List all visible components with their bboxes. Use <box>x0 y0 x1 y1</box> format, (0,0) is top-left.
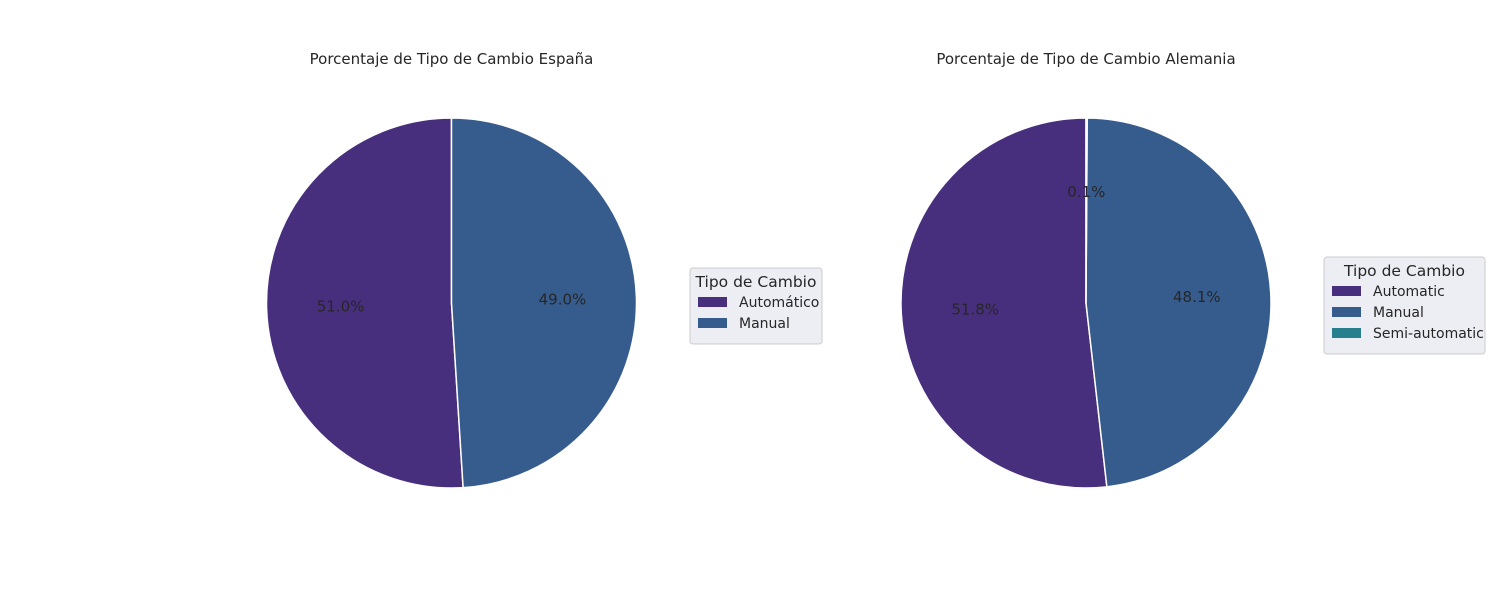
legend-label: Semi-automatic <box>1373 326 1484 342</box>
slice-percent-label: 0.1% <box>1067 183 1105 201</box>
legend-title: Tipo de Cambio <box>1343 262 1465 280</box>
legend: Tipo de Cambio Automático Manual <box>689 267 823 345</box>
legend-swatch <box>1332 307 1361 317</box>
chart-1: Porcentaje de Tipo de Cambio España 51.0%… <box>265 50 823 489</box>
pie-slice-autom-tico <box>265 117 464 489</box>
slice-labels: 51.0% 49.0% <box>317 291 587 316</box>
legend-title: Tipo de Cambio <box>695 273 817 291</box>
chart-title: Porcentaje de Tipo de Cambio Alemania <box>936 50 1235 68</box>
pie-slice-manual <box>450 117 638 489</box>
pie-slice-semi-automatic <box>1085 117 1088 304</box>
slice-percent-label: 51.8% <box>951 300 999 318</box>
legend-label: Manual <box>739 316 790 332</box>
legend: Tipo de Cambio Automatic Manual Semi-automa… <box>1323 256 1486 355</box>
legend-swatch <box>1332 328 1361 338</box>
chart-title: Porcentaje de Tipo de Cambio España <box>310 50 594 68</box>
pie-slice-manual <box>1085 117 1272 488</box>
legend-label: Automático <box>739 295 819 311</box>
slice-percent-label: 48.1% <box>1173 288 1221 306</box>
legend-swatch <box>1332 286 1361 296</box>
pie-slice-automatic <box>900 117 1108 489</box>
legend-box <box>1323 256 1486 355</box>
legend-label: Automatic <box>1373 284 1445 300</box>
legend-label: Manual <box>1373 305 1424 321</box>
slice-percent-label: 49.0% <box>539 291 587 309</box>
pie <box>900 117 1272 489</box>
legend-swatch <box>698 318 727 328</box>
chart-2: Porcentaje de Tipo de Cambio Alemania 51.… <box>900 50 1486 489</box>
slice-labels: 51.8% 48.1% 0.1% <box>951 183 1220 318</box>
legend-swatch <box>698 297 727 307</box>
pie <box>265 117 638 489</box>
slice-percent-label: 51.0% <box>317 297 365 315</box>
